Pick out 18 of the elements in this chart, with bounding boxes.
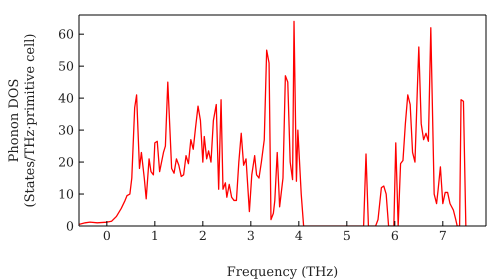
y-tick-label: 60 <box>58 26 74 42</box>
y-tick-label: 40 <box>58 90 74 106</box>
y-tick-label: 20 <box>58 154 74 170</box>
x-tick-label: 7 <box>438 228 447 243</box>
x-tick-label: 5 <box>342 228 351 243</box>
x-tick-label: 2 <box>198 228 207 243</box>
x-axis-title: Frequency (THz) <box>226 265 338 280</box>
x-tick-label: 4 <box>294 228 303 243</box>
x-tick-label: 1 <box>150 228 159 243</box>
y-tick-label: 50 <box>58 58 74 74</box>
y-tick-label: 0 <box>66 218 74 234</box>
y-tick-label: 30 <box>58 122 74 138</box>
line-series <box>79 20 466 226</box>
y-axis-title: Phonon DOS (States/THz·primitive cell) <box>7 33 38 208</box>
x-tick-label: 0 <box>102 228 111 243</box>
x-tick-label: 3 <box>246 228 255 243</box>
x-tick-label: 6 <box>390 228 399 243</box>
y-tick-label: 10 <box>58 186 74 202</box>
